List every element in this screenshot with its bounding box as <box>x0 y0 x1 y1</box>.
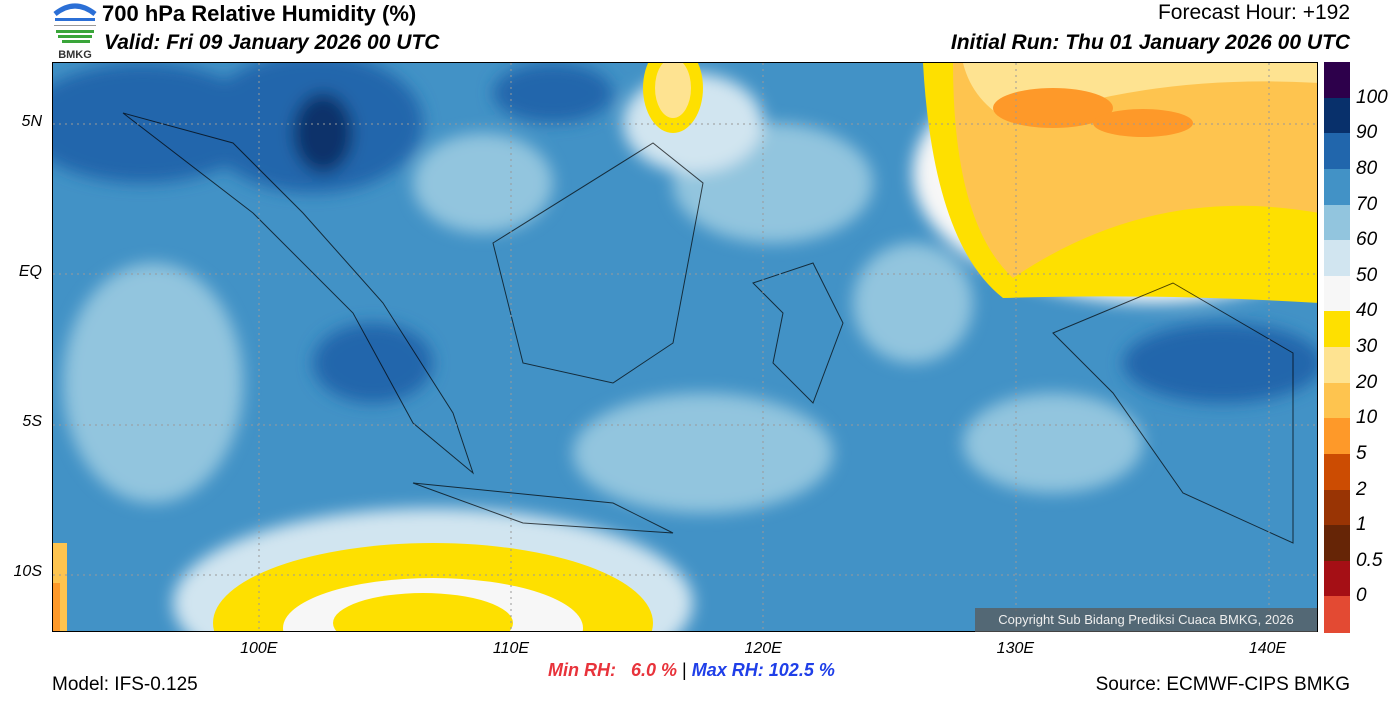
colorbar-swatch <box>1324 382 1350 419</box>
colorbar-swatch <box>1324 133 1350 170</box>
svg-text:BMKG: BMKG <box>58 49 92 60</box>
colorbar-swatch <box>1324 418 1350 455</box>
colorbar-swatch <box>1324 204 1350 241</box>
max-rh-value: 102.5 % <box>768 660 835 680</box>
colorbar-swatch <box>1324 489 1350 526</box>
colorbar-swatch <box>1324 168 1350 205</box>
lon-tick-label: 120E <box>744 640 782 657</box>
colorbar-swatch <box>1324 275 1350 312</box>
colorbar-label: 0.5 <box>1356 549 1383 571</box>
colorbar-label: 80 <box>1356 157 1378 179</box>
lon-tick-label: 110E <box>492 640 530 657</box>
colorbar-swatch <box>1324 453 1350 490</box>
min-rh-value: 6.0 % <box>631 660 678 680</box>
colorbar-swatch <box>1324 97 1350 134</box>
valid-time: Valid: Fri 09 January 2026 00 UTC <box>104 31 440 54</box>
colorbar-label: 1 <box>1356 514 1367 536</box>
forecast-hour: Forecast Hour: +192 <box>1157 1 1350 24</box>
colorbar-label: 70 <box>1356 193 1378 215</box>
initial-run: Initial Run: Thu 01 January 2026 00 UTC <box>950 31 1350 54</box>
colorbar-swatch <box>1324 240 1350 277</box>
colorbar-swatch <box>1324 347 1350 384</box>
copyright-notice: Copyright Sub Bidang Prediksi Cuaca BMKG… <box>975 608 1317 632</box>
lon-tick-label: 100E <box>240 640 278 657</box>
colorbar-swatch <box>1324 62 1350 99</box>
separator: | <box>682 660 687 680</box>
lon-tick-label: 140E <box>1248 640 1287 657</box>
lat-tick-label: EQ <box>18 263 42 280</box>
colorbar-label: 90 <box>1356 122 1378 144</box>
colorbar-label: 30 <box>1356 336 1378 357</box>
colorbar-label: 0 <box>1356 585 1367 607</box>
lat-tick-label: 10S <box>13 563 42 580</box>
map-title: 700 hPa Relative Humidity (%) <box>102 1 417 26</box>
colorbar-label: 60 <box>1356 229 1378 251</box>
colorbar-label: 5 <box>1356 442 1367 464</box>
colorbar-swatch <box>1324 560 1350 597</box>
colorbar-label: 50 <box>1356 264 1378 286</box>
colorbar-label: 20 <box>1356 371 1378 393</box>
lat-tick-label: 5S <box>22 413 42 430</box>
bmkg-logo: BMKG <box>50 2 100 61</box>
colorbar-swatch <box>1324 596 1350 633</box>
colorbar-swatch <box>1324 311 1350 348</box>
colorbar-label: 40 <box>1356 300 1378 322</box>
colorbar-label: 2 <box>1356 478 1367 500</box>
max-rh-label: Max RH: <box>691 660 764 680</box>
colorbar-swatch <box>1324 525 1350 562</box>
source-label: Source: ECMWF-CIPS BMKG <box>1095 674 1350 695</box>
humidity-map <box>52 62 1318 632</box>
min-rh-label: Min RH: <box>548 660 616 680</box>
model-label: Model: IFS-0.125 <box>52 674 198 695</box>
lat-tick-label: 5N <box>21 113 42 130</box>
colorbar-label: 100 <box>1356 86 1388 108</box>
min-max-readout: Min RH: 6.0 % | Max RH: 102.5 % <box>548 660 835 681</box>
colorbar-label: 10 <box>1356 407 1378 429</box>
lon-tick-label: 130E <box>996 640 1035 657</box>
